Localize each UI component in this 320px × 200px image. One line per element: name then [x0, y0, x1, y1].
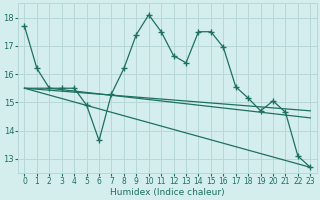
X-axis label: Humidex (Indice chaleur): Humidex (Indice chaleur)	[110, 188, 225, 197]
